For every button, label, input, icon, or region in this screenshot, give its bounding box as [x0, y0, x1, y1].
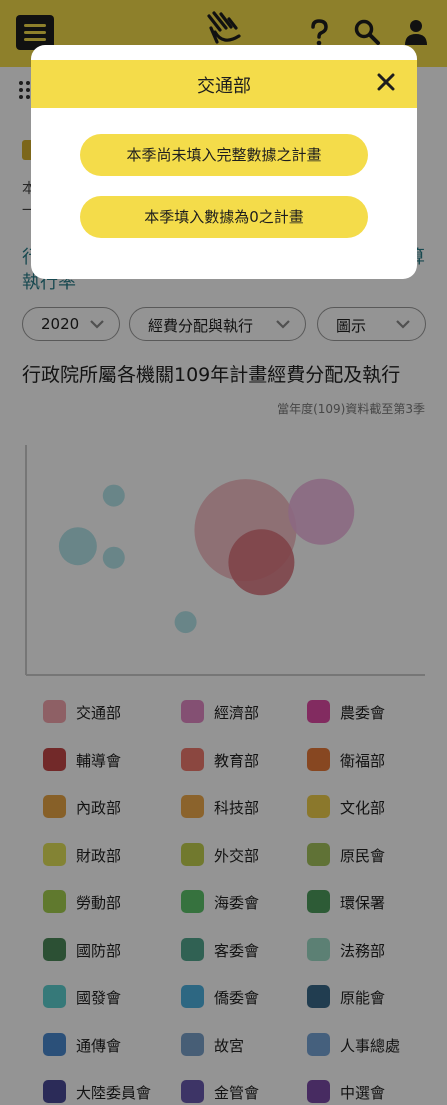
legend-swatch: [307, 747, 330, 771]
modal-title: 交通部: [197, 76, 251, 97]
legend-swatch: [43, 937, 66, 961]
legend-swatch: [43, 747, 66, 771]
legend-swatch: [181, 795, 204, 818]
chart-bubble[interactable]: [102, 546, 125, 569]
incomplete-data-button[interactable]: 本季尚未填入完整數據之計畫: [80, 134, 368, 176]
legend-label: 客委會: [214, 941, 260, 960]
legend-label: 外交部: [214, 846, 260, 865]
legend-swatch: [307, 937, 330, 961]
view-select-value: 圖示: [336, 317, 367, 335]
legend-swatch: [307, 842, 330, 866]
legend-label: 國防部: [76, 941, 122, 960]
legend-label: 環保署: [340, 894, 386, 912]
hamburger-icon[interactable]: [16, 15, 54, 50]
legend-swatch: [307, 985, 330, 1008]
legend-label: 中選會: [340, 1084, 386, 1102]
legend-label: 國發會: [76, 989, 122, 1007]
legend-label: 科技部: [214, 799, 260, 817]
zero-data-button[interactable]: 本季填入數據為0之計畫: [80, 196, 368, 238]
legend-label: 法務部: [340, 941, 386, 960]
chart-bubble[interactable]: [58, 527, 97, 566]
agency-modal: 交通部 本季尚未填入完整數據之計畫 本季填入數據為0之計畫: [31, 45, 417, 279]
search-icon[interactable]: [353, 18, 381, 46]
legend-swatch: [43, 1032, 66, 1056]
chart-note: 當年度(109)資料截至第3季: [277, 402, 425, 416]
chart-title: 行政院所屬各機關109年計畫經費分配及執行: [22, 364, 401, 386]
legend-swatch: [181, 747, 204, 771]
question-icon[interactable]: [305, 18, 333, 46]
legend-label: 財政部: [76, 846, 122, 865]
legend-swatch: [307, 1032, 330, 1056]
category-select-value: 經費分配與執行: [148, 317, 254, 335]
legend-label: 內政部: [76, 799, 122, 817]
hand-logo-icon[interactable]: [203, 10, 247, 50]
chart-bubble[interactable]: [228, 529, 295, 596]
legend-label: 通傳會: [76, 1036, 122, 1055]
chevron-down-icon: [90, 320, 104, 329]
modal-header: 交通部: [31, 60, 417, 108]
legend-swatch: [43, 985, 66, 1008]
chevron-down-icon: [396, 320, 410, 329]
chart-bubble[interactable]: [174, 611, 197, 634]
chart-bubble[interactable]: [102, 484, 125, 507]
legend-label: 經濟部: [214, 704, 260, 722]
view-select[interactable]: 圖示: [317, 307, 426, 341]
legend-swatch: [181, 700, 204, 723]
legend-swatch: [181, 1080, 204, 1103]
legend-label: 輔導會: [76, 751, 122, 770]
legend-swatch: [181, 1032, 204, 1056]
legend-label: 大陸委員會: [76, 1084, 152, 1102]
user-icon[interactable]: [402, 18, 430, 46]
category-select[interactable]: 經費分配與執行: [129, 307, 306, 341]
legend-swatch: [43, 890, 66, 913]
legend-swatch: [43, 1080, 66, 1103]
legend-swatch: [43, 795, 66, 818]
legend-swatch: [307, 700, 330, 723]
legend-label: 海委會: [214, 894, 260, 912]
legend-swatch: [181, 937, 204, 961]
legend-label: 原民會: [340, 846, 386, 865]
legend-label: 原能會: [340, 989, 386, 1007]
legend-label: 勞動部: [76, 894, 122, 912]
chevron-down-icon: [276, 320, 290, 329]
legend-label: 故宮: [214, 1036, 245, 1055]
legend-label: 人事總處: [340, 1036, 401, 1055]
legend-swatch: [43, 842, 66, 866]
legend-swatch: [307, 890, 330, 913]
close-icon[interactable]: [375, 71, 397, 93]
legend-label: 文化部: [340, 799, 386, 817]
legend-swatch: [43, 700, 66, 723]
legend-swatch: [307, 795, 330, 818]
legend-label: 教育部: [214, 751, 260, 770]
legend-label: 衛福部: [340, 751, 386, 770]
legend-label: 金管會: [214, 1084, 260, 1102]
legend-swatch: [181, 890, 204, 913]
legend-label: 交通部: [76, 704, 122, 722]
bubble-chart: [25, 445, 425, 676]
legend-label: 僑委會: [214, 989, 260, 1007]
year-select[interactable]: 2020: [22, 307, 120, 341]
legend-swatch: [181, 842, 204, 866]
legend-swatch: [307, 1080, 330, 1103]
legend-swatch: [181, 985, 204, 1008]
chart-bubble[interactable]: [288, 478, 355, 545]
legend-label: 農委會: [340, 704, 386, 722]
year-select-value: 2020: [41, 315, 80, 333]
